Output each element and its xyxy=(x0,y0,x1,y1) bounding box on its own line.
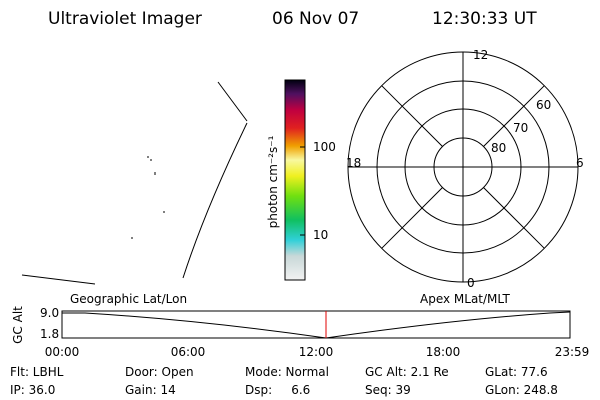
timeline-x-tick: 12:00 xyxy=(299,345,334,359)
timeline-y-tick: 9.0 xyxy=(40,306,59,320)
colorbar-tick: 10 xyxy=(313,228,328,242)
mlt-label: 6 xyxy=(576,156,584,170)
info-field: GLon: 248.8 xyxy=(485,383,558,397)
coastline xyxy=(21,81,248,285)
mlt-label: 0 xyxy=(467,276,475,290)
time: 12:30:33 UT xyxy=(432,9,537,29)
info-field: Dsp: 6.6 xyxy=(245,383,310,397)
info-field: Mode: Normal xyxy=(245,365,329,379)
timeline-frame xyxy=(61,310,571,339)
mlt-label: 18 xyxy=(346,156,361,170)
polar-plot: 12 18 6 0 60 70 80 xyxy=(346,48,584,290)
colorbar-tick: 100 xyxy=(313,140,336,154)
timeline-x-tick: 00:00 xyxy=(45,345,80,359)
altitude-curve xyxy=(62,311,571,339)
colorbar-scale xyxy=(284,79,306,281)
info-field: Seq: 39 xyxy=(365,383,411,397)
timeline-y-tick: 1.8 xyxy=(40,327,59,341)
header: Ultraviolet Imager 06 Nov 07 12:30:33 UT xyxy=(48,9,537,29)
title: Ultraviolet Imager xyxy=(48,9,202,29)
colorbar-label: photon cm⁻²s⁻¹ xyxy=(266,135,280,228)
info-field: Door: Open xyxy=(125,365,194,379)
timeline-right-title: Apex MLat/MLT xyxy=(420,292,510,306)
colorbar: 100 10 photon cm⁻²s⁻¹ xyxy=(266,79,336,281)
info-field: GLat: 77.6 xyxy=(485,365,548,379)
date: 06 Nov 07 xyxy=(272,9,359,29)
timeline-y-label: GC Alt xyxy=(11,306,25,344)
lat-label: 60 xyxy=(536,98,551,112)
lat-label: 70 xyxy=(513,121,528,135)
info-field: GC Alt: 2.1 Re xyxy=(365,365,449,379)
info-field: IP: 36.0 xyxy=(10,383,55,397)
info-table: Flt: LBHL Door: Open Mode: Normal GC Alt: 2… xyxy=(10,365,558,397)
mlt-label: 12 xyxy=(473,48,488,62)
timeline-x-tick: 06:00 xyxy=(171,345,206,359)
lat-label: 80 xyxy=(491,141,506,155)
map-dots xyxy=(131,156,165,239)
timeline: Geographic Lat/Lon Apex MLat/MLT GC Alt … xyxy=(11,292,589,359)
timeline-x-tick: 18:00 xyxy=(426,345,461,359)
timeline-left-title: Geographic Lat/Lon xyxy=(70,292,187,306)
info-field: Gain: 14 xyxy=(125,383,176,397)
timeline-x-tick: 23:59 xyxy=(555,345,590,359)
info-field: Flt: LBHL xyxy=(10,365,64,379)
map xyxy=(21,81,248,285)
colorbar-tick-marks xyxy=(300,146,305,236)
